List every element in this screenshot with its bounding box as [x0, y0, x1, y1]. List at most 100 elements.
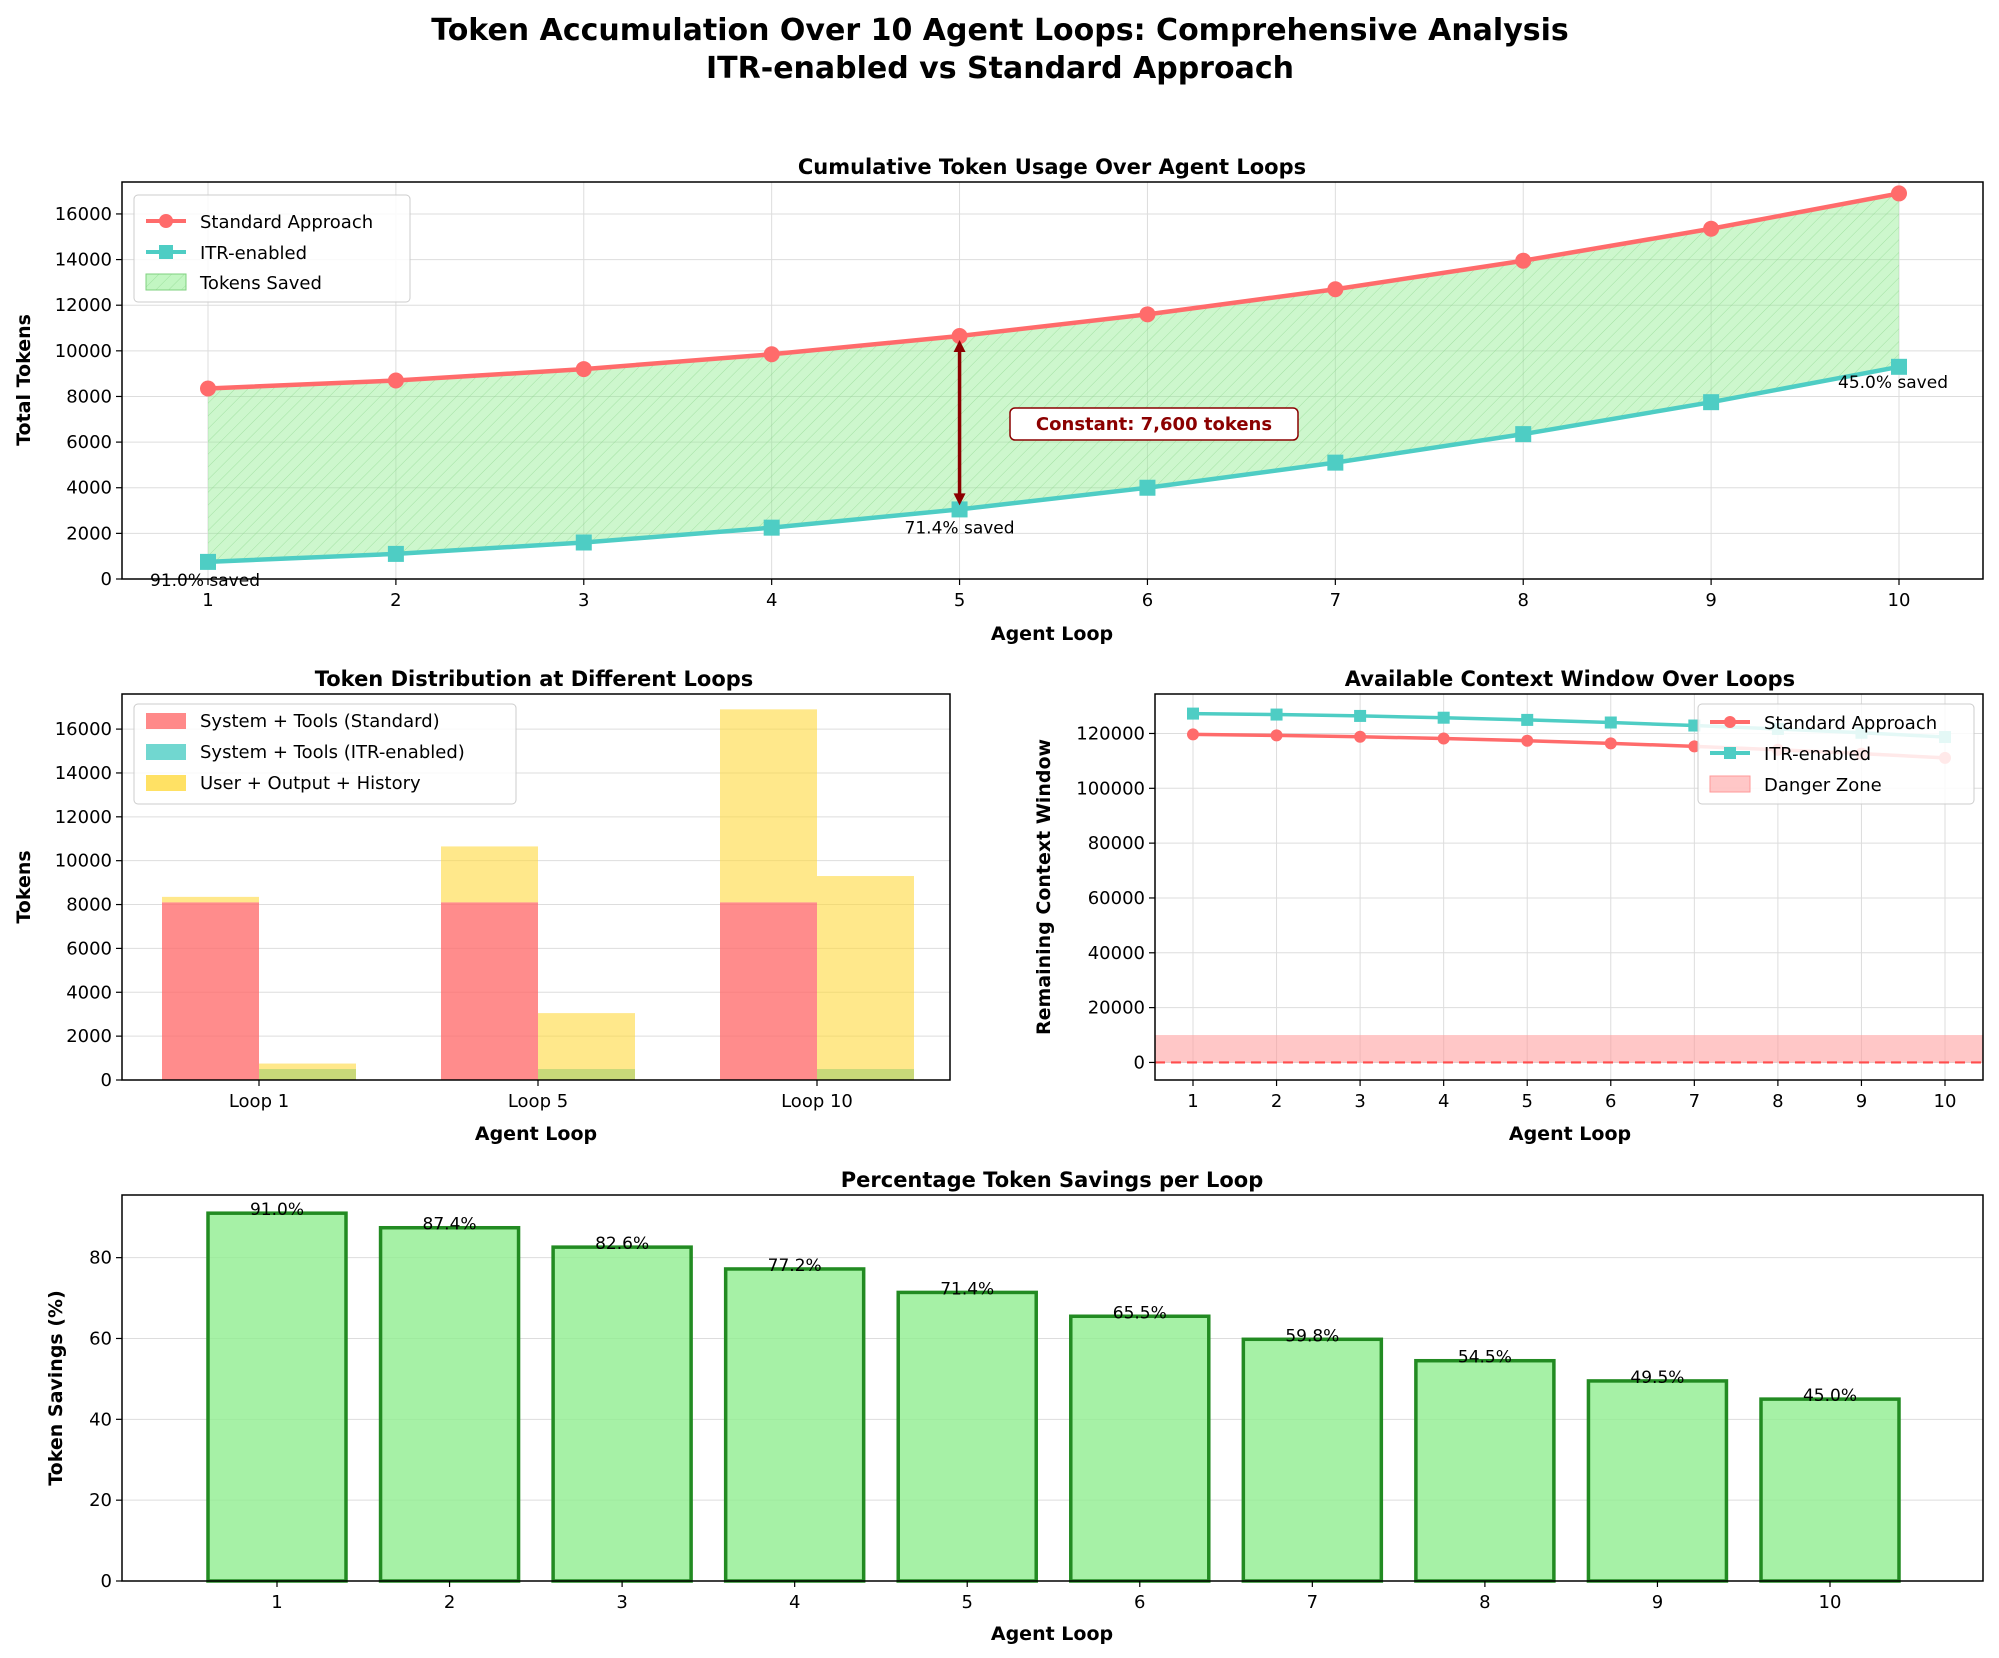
context-xtick-label: 6 [1605, 1091, 1616, 1112]
savings-bar [1586, 1379, 1729, 1583]
ctx-standard-point [1354, 730, 1367, 743]
savings-bars [206, 1211, 1901, 1583]
distribution-ytick-label: 8000 [66, 895, 112, 916]
cumulative-ytick-label: 8000 [66, 386, 112, 407]
itr-point [200, 553, 216, 570]
distribution-xtick-label: Loop 10 [781, 1091, 853, 1112]
context-axes: 0 20000 40000 60000 80000 100000 120000 1 2 3 4 5 6 7… [1076, 723, 1956, 1112]
itr-point [1891, 358, 1907, 375]
savings-xtick-label: 4 [789, 1592, 800, 1613]
cumulative-xtick-label: 4 [766, 590, 777, 611]
ctx-legend-standard-marker [1724, 716, 1736, 728]
distribution-ytick-label: 16000 [55, 719, 112, 740]
legend-sys-itr-label: System + Tools (ITR-enabled) [200, 742, 465, 763]
bar-user-itr [817, 876, 914, 1080]
ctx-standard-point [1187, 728, 1199, 741]
context-ytick-label: 40000 [1088, 943, 1145, 964]
savings-value-label: 65.5% [1113, 1303, 1167, 1323]
savings-value-label: 45.0% [1803, 1386, 1857, 1406]
savings-xtick-label: 3 [616, 1592, 627, 1613]
savings-value-label: 91.0% [250, 1200, 304, 1220]
constant-gap-label: Constant: 7,600 tokens [1009, 407, 1299, 441]
distribution-ytick-label: 4000 [66, 982, 112, 1003]
legend-sys-itr-swatch [146, 744, 186, 760]
savings-value-label: 82.6% [595, 1234, 649, 1254]
distribution-ytick-label: 2000 [66, 1026, 112, 1047]
savings-xtick-label: 7 [1307, 1592, 1318, 1613]
ctx-standard-point [1437, 732, 1450, 745]
savings-xlabel: Agent Loop [991, 1623, 1113, 1645]
itr-point [1139, 479, 1156, 496]
cumulative-series [200, 185, 1907, 570]
savings-ytick-label: 80 [89, 1248, 112, 1269]
itr-point [1327, 454, 1344, 471]
context-ytick-label: 60000 [1088, 888, 1145, 909]
legend-itr-marker [159, 245, 173, 259]
context-ylabel: Remaining Context Window [1033, 739, 1055, 1035]
savings-value-label: 59.8% [1285, 1326, 1339, 1346]
savings-ytick-label: 40 [89, 1409, 112, 1430]
constant-gap-arrow [953, 340, 966, 506]
ctx-standard-point [1270, 729, 1283, 742]
distribution-chart: Token Distribution at Different Loops 0 2… [13, 667, 951, 1145]
cumulative-ytick-label: 16000 [55, 204, 112, 225]
savings-value-label: 71.4% [940, 1279, 994, 1299]
itr-point [951, 501, 968, 518]
savings-xtick-label: 6 [1134, 1592, 1145, 1613]
ctx-itr-point [1604, 716, 1617, 729]
context-title: Available Context Window Over Loops [1345, 667, 1795, 691]
distribution-ytick-label: 6000 [66, 938, 112, 959]
arrow-head-bottom [953, 493, 966, 506]
ctx-legend-itr-marker [1724, 747, 1736, 759]
bar-system-standard [162, 902, 259, 1080]
cumulative-xtick-label: 1 [202, 590, 213, 611]
ctx-itr-point [1688, 719, 1701, 732]
cumulative-axes: 0 2000 4000 6000 8000 10000 12000 14000 16000 1 2 3… [55, 204, 1911, 611]
ctx-standard-point [1688, 740, 1701, 753]
distribution-bars [162, 709, 914, 1080]
standard-point [1139, 306, 1156, 323]
saved-annotation: 91.0% saved [150, 571, 260, 591]
distribution-ylabel: Tokens [13, 850, 35, 923]
savings-ytick-label: 0 [101, 1571, 112, 1592]
savings-bar [1241, 1337, 1384, 1583]
itr-point [763, 519, 780, 536]
cumulative-chart: Cumulative Token Usage Over Agent Loops … [13, 155, 1984, 645]
savings-xtick-label: 1 [271, 1592, 282, 1613]
itr-point [387, 545, 404, 562]
savings-xtick-label: 9 [1652, 1592, 1663, 1613]
context-xtick-label: 9 [1856, 1091, 1867, 1112]
cumulative-ytick-label: 6000 [66, 432, 112, 453]
savings-ytick-label: 20 [89, 1490, 112, 1511]
ctx-legend-danger-swatch [1709, 775, 1751, 793]
distribution-xtick-label: Loop 1 [229, 1091, 289, 1112]
savings-xtick-label: 8 [1479, 1592, 1490, 1613]
context-xtick-label: 5 [1521, 1091, 1532, 1112]
standard-point [200, 380, 216, 397]
distribution-ytick-label: 12000 [55, 807, 112, 828]
bar-user-standard [162, 896, 259, 903]
saved-annotation: 71.4% saved [905, 518, 1015, 538]
danger-zone-band [1155, 1035, 1983, 1063]
figure-title-line2: ITR-enabled vs Standard Approach [706, 51, 1294, 86]
ctx-itr-point [1354, 709, 1367, 722]
context-xtick-label: 4 [1438, 1091, 1449, 1112]
context-xlabel: Agent Loop [1509, 1123, 1631, 1145]
savings-bar [1759, 1397, 1901, 1583]
ctx-legend-itr-label: ITR-enabled [1764, 744, 1871, 765]
savings-bar [1069, 1314, 1211, 1583]
savings-axes: 0 20 40 60 80 1 2 3 4 5 6 7 8 9 10 [89, 1248, 1841, 1613]
legend-sys-standard-swatch [146, 713, 186, 729]
cumulative-xtick-label: 3 [578, 590, 589, 611]
legend-user-label: User + Output + History [200, 773, 421, 794]
distribution-ytick-label: 0 [101, 1070, 112, 1091]
savings-bar [1414, 1358, 1556, 1583]
cumulative-ylabel: Total Tokens [13, 314, 35, 446]
savings-value-label: 87.4% [423, 1215, 477, 1235]
ctx-itr-point [1521, 713, 1534, 726]
standard-point [387, 372, 404, 389]
context-ytick-label: 20000 [1088, 998, 1145, 1019]
savings-title: Percentage Token Savings per Loop [841, 1168, 1263, 1192]
context-xtick-label: 8 [1772, 1091, 1783, 1112]
distribution-legend: System + Tools (Standard) System + Tools… [133, 703, 517, 805]
